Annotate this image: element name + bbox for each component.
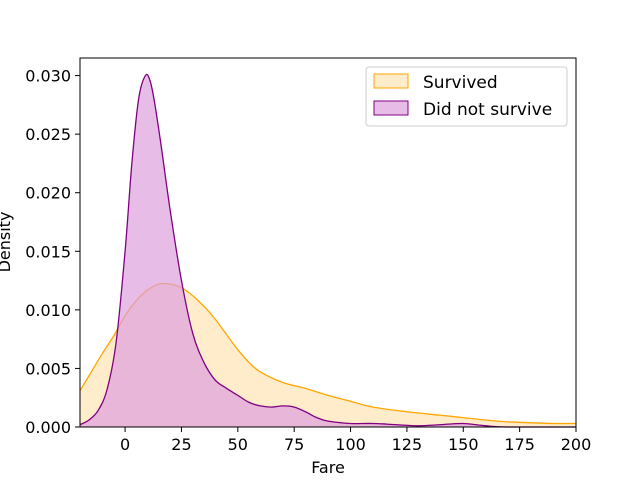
legend-box xyxy=(365,66,568,127)
y-tick-label: 0.005 xyxy=(25,359,71,378)
x-tick-label: 0 xyxy=(120,435,130,454)
plot-areas xyxy=(79,73,577,428)
y-axis-label: Density xyxy=(0,212,14,273)
x-tick-label: 50 xyxy=(228,435,248,454)
y-tick-label: 0.030 xyxy=(25,67,71,86)
x-tick-label: 75 xyxy=(284,435,304,454)
legend-swatch-survived xyxy=(373,73,409,89)
y-axis-ticks: 0.000 0.005 0.010 0.015 0.020 0.025 0.030 xyxy=(25,67,80,437)
x-tick-label: 175 xyxy=(504,435,535,454)
x-tick-label: 200 xyxy=(561,435,592,454)
x-axis-ticks: 0 25 50 75 100 125 150 175 200 xyxy=(120,427,591,454)
y-tick-label: 0.010 xyxy=(25,301,71,320)
y-tick-label: 0.000 xyxy=(25,418,71,437)
legend-label-did-not-survive: Did not survive xyxy=(423,100,552,120)
legend-label-survived: Survived xyxy=(423,73,498,93)
y-tick-label: 0.025 xyxy=(25,125,71,144)
x-tick-label: 100 xyxy=(335,435,366,454)
axes-frame xyxy=(79,57,577,428)
y-tick-label: 0.020 xyxy=(25,184,71,203)
area-fill-did-not-survive xyxy=(80,74,576,427)
x-axis-label: Fare xyxy=(311,458,345,477)
x-tick-label: 25 xyxy=(171,435,191,454)
density-line-did-not-survive xyxy=(79,73,576,428)
x-tick-label: 150 xyxy=(448,435,479,454)
x-tick-label: 125 xyxy=(392,435,423,454)
legend-swatch-did-not-survive xyxy=(373,100,409,116)
y-tick-label: 0.015 xyxy=(25,242,71,261)
legend: Survived Did not survive xyxy=(365,66,568,127)
